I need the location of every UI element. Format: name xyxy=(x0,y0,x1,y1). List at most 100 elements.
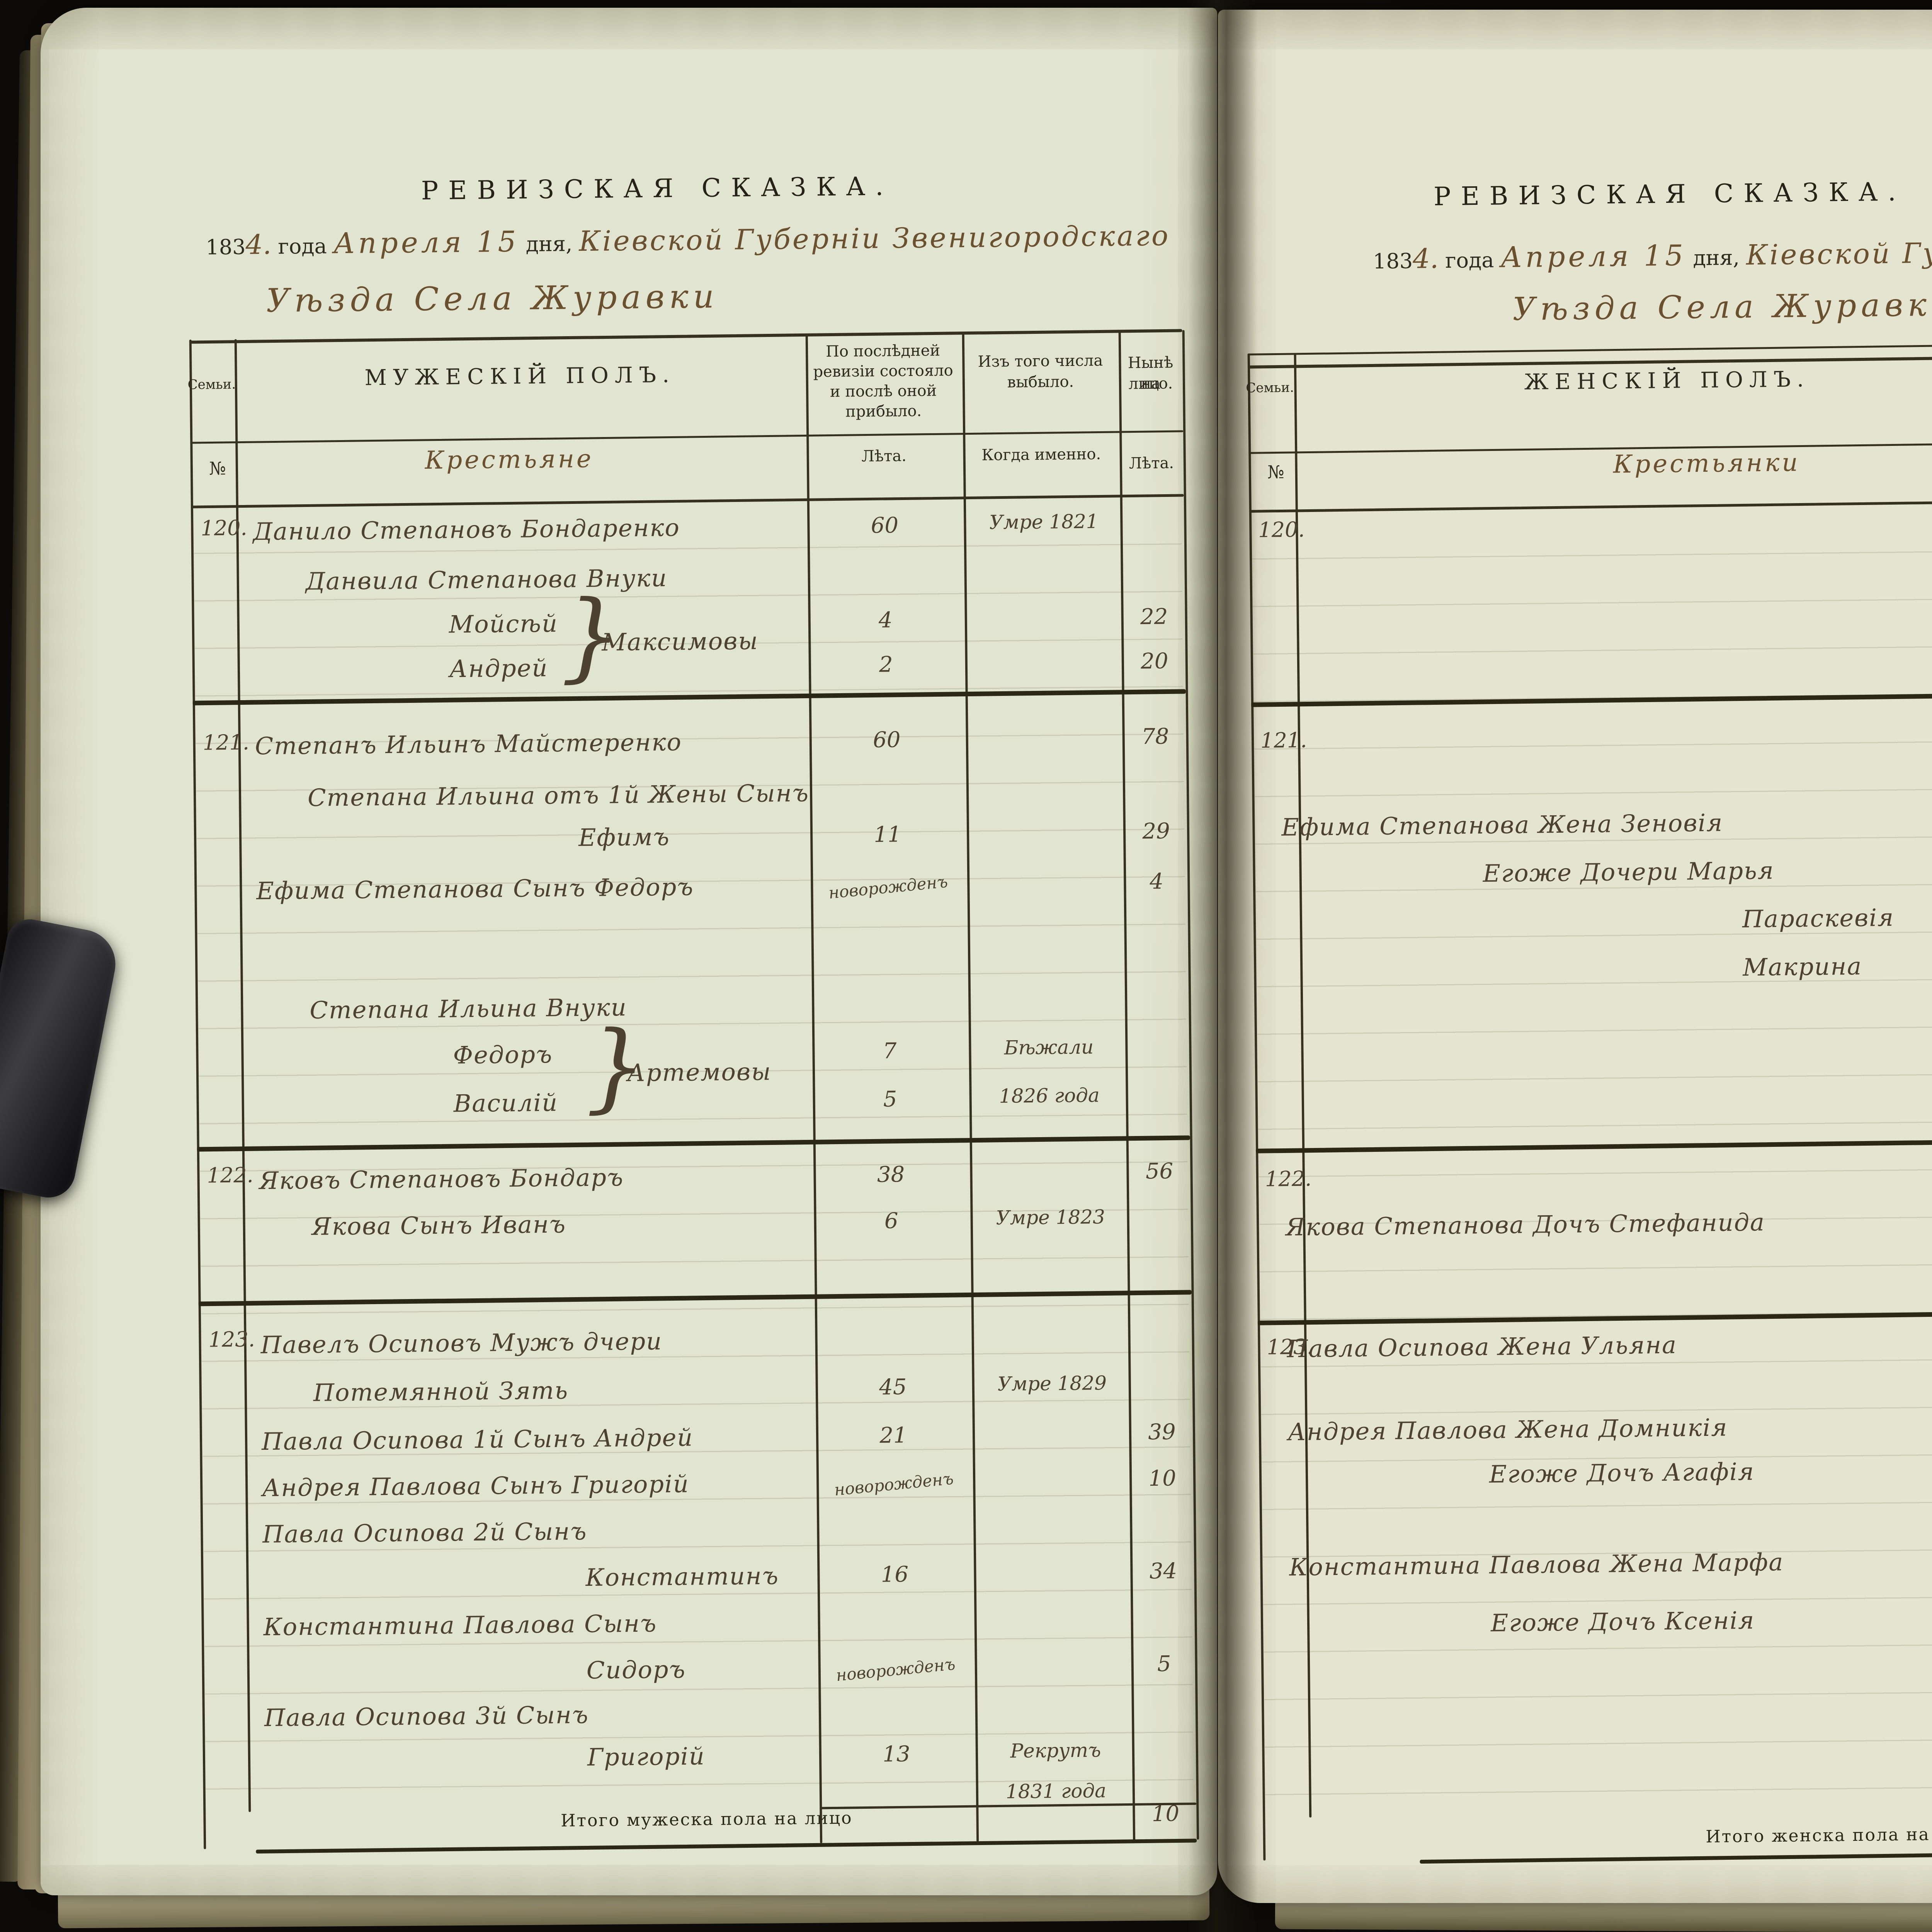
column-header: ЖЕНСКІЙ ПОЛЪ. xyxy=(1524,367,1810,395)
date-line: 1834. года Апреля 15 дня, Кіевской Губер… xyxy=(1373,232,1932,276)
row-when-note: Умре 1829 xyxy=(997,1372,1107,1395)
row-age: 21 xyxy=(879,1423,907,1448)
column-header: Изъ того числа xyxy=(978,352,1103,371)
family-number: 122. xyxy=(207,1163,254,1188)
row-name: Василій xyxy=(453,1088,558,1118)
column-header: Крестьяне xyxy=(425,444,594,475)
row-name: Мойсѣй xyxy=(449,609,558,639)
row-name: Егоже Дочъ Ксенія xyxy=(1490,1606,1755,1637)
row-name: Егоже Дочъ Агафія xyxy=(1489,1457,1755,1488)
column-header: Лѣта. xyxy=(1129,454,1174,473)
column-header: лицо. xyxy=(1128,374,1173,393)
column-header: МУЖЕСКІЙ ПОЛЪ. xyxy=(364,362,676,391)
row-name: Павла Осипова 3й Сынъ xyxy=(264,1701,589,1732)
row-name: Якова Степанова Дочъ Стефанида xyxy=(1285,1208,1765,1242)
row-name: Павла Осипова Жена Ульяна xyxy=(1287,1330,1677,1363)
row-age: 60 xyxy=(871,513,899,538)
table-line-horizontal xyxy=(189,329,1182,344)
date-month-hand: Апреля 15 xyxy=(333,225,519,260)
column-header: Семьи. xyxy=(187,376,236,393)
table-line-horizontal xyxy=(256,1838,1197,1854)
row-name: Федоръ xyxy=(453,1040,553,1070)
row-age-now: 29 xyxy=(1142,818,1170,844)
row-name: Андрей xyxy=(449,653,548,683)
row-name: Андрея Павлова Жена Домникія xyxy=(1287,1413,1728,1446)
family-number: 121. xyxy=(1260,728,1307,753)
row-name: Якова Сынъ Иванъ xyxy=(311,1210,566,1241)
row-name: Параскевія xyxy=(1742,903,1895,933)
column-header: Лѣта. xyxy=(861,447,907,466)
row-age-now: 20 xyxy=(1140,648,1168,674)
right-page: РЕВИЗСКАЯ СКАЗКА. 256 1834. года Апреля … xyxy=(1218,10,1932,1903)
table-line-horizontal xyxy=(190,430,1184,444)
row-name: Константина Павлова Сынъ xyxy=(263,1609,657,1641)
column-header: Крестьянки xyxy=(1613,448,1800,479)
row-age: 4 xyxy=(878,607,893,633)
column-header: прибыло. xyxy=(845,402,922,421)
row-when-note: 1831 года xyxy=(1005,1779,1107,1803)
row-age: 16 xyxy=(881,1562,909,1587)
row-name: Егоже Дочери Марья xyxy=(1483,856,1775,888)
row-age-now: 22 xyxy=(1140,604,1168,630)
row-name: Степана Ильина отъ 1й Жены Сынъ xyxy=(307,779,810,812)
row-name: Константинъ xyxy=(585,1561,779,1592)
group-label: Артемовы xyxy=(627,1057,772,1087)
total-label: Итого женска пола на лицо xyxy=(1706,1824,1932,1847)
gutter-shadow xyxy=(1188,0,1258,1932)
date-month-hand: Апреля 15 xyxy=(1500,239,1687,274)
row-age-now: 10 xyxy=(1148,1466,1177,1492)
row-name: Сидоръ xyxy=(586,1655,686,1685)
family-number: 120. xyxy=(1258,517,1305,543)
total-label: Итого мужеска пола на лицо xyxy=(561,1808,853,1831)
date-dnya: дня, xyxy=(526,231,573,257)
row-age: 7 xyxy=(883,1038,897,1064)
column-header: выбыло. xyxy=(1007,372,1074,391)
row-age-now: 78 xyxy=(1141,724,1169,750)
family-number: 123. xyxy=(208,1327,255,1352)
date-line-2: Уѣзда Села Журавки xyxy=(266,277,719,320)
row-age: 2 xyxy=(879,652,893,677)
row-age-now: 34 xyxy=(1149,1558,1177,1584)
column-header: № xyxy=(209,457,226,479)
row-age: 38 xyxy=(877,1162,905,1187)
table-line-horizontal xyxy=(1247,353,1932,369)
row-name: Степана Ильина Внуки xyxy=(310,993,628,1024)
row-name: Константина Павлова Жена Марфа xyxy=(1289,1548,1784,1582)
row-name: Макрина xyxy=(1742,952,1862,981)
row-age-now: 4 xyxy=(1150,869,1164,895)
row-age: 60 xyxy=(872,727,901,753)
row-name: Григорій xyxy=(587,1742,706,1772)
column-header: и послѣ оной xyxy=(830,382,937,401)
table-line-horizontal xyxy=(1248,439,1932,454)
row-name: Потемянной Зять xyxy=(313,1376,569,1407)
family-number: 121. xyxy=(202,730,250,755)
date-goda: года xyxy=(1445,248,1494,273)
table-line-horizontal xyxy=(820,1802,1197,1810)
date-place-hand: Кіевской Губерніи Звенигородскаго xyxy=(1746,233,1932,271)
date-goda: года xyxy=(278,234,327,259)
row-name: Ефимъ xyxy=(578,822,670,852)
column-header: ревизіи состояло xyxy=(813,361,953,381)
column-header: № xyxy=(1267,461,1284,483)
family-number: 122. xyxy=(1265,1166,1312,1191)
row-age-now: 5 xyxy=(1157,1651,1171,1677)
date-line: 1834. года Апреля 15 дня, Кіевской Губер… xyxy=(206,219,1170,261)
row-name: Павелъ Осиповъ Мужъ дчери xyxy=(260,1327,663,1359)
row-name: Яковъ Степановъ Бондаръ xyxy=(259,1163,624,1195)
table-line-horizontal xyxy=(1420,1849,1932,1864)
left-page: РЕВИЗСКАЯ СКАЗКА. 1834. года Апреля 15 д… xyxy=(41,8,1217,1895)
row-name: Степанъ Ильинъ Майстеренко xyxy=(255,728,682,760)
row-name: Ефима Степанова Сынъ Федоръ xyxy=(256,872,694,905)
date-line-2: Уѣзда Села Журавки xyxy=(1512,286,1932,328)
row-age: 11 xyxy=(874,822,902,847)
page-title: РЕВИЗСКАЯ СКАЗКА. xyxy=(1433,177,1906,212)
row-when-note: Рекрутъ xyxy=(1010,1739,1101,1762)
row-age-now: 56 xyxy=(1145,1158,1173,1184)
page-title: РЕВИЗСКАЯ СКАЗКА. xyxy=(421,171,894,206)
row-name: Павла Осипова 1й Сынъ Андрей xyxy=(261,1423,694,1456)
date-year-hand: 4. xyxy=(245,228,272,261)
row-when-note: Бѣжали xyxy=(1004,1036,1094,1059)
column-header: Когда именно. xyxy=(981,445,1101,464)
table-line-horizontal xyxy=(1247,341,1932,355)
